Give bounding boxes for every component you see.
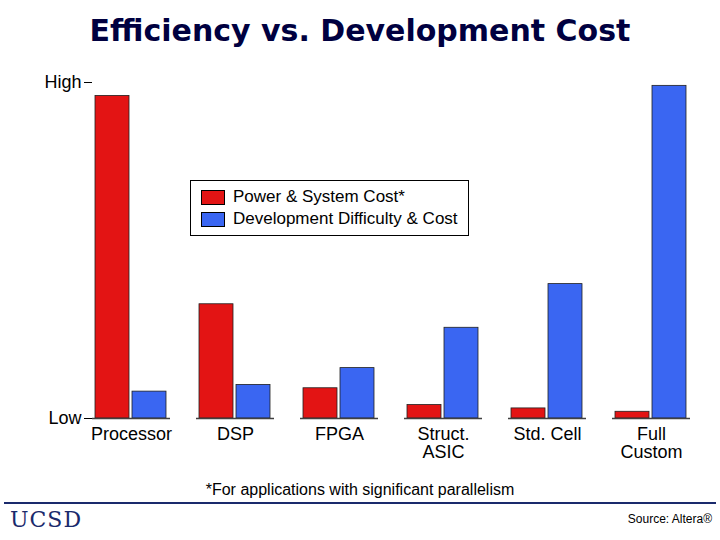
html-text:Source: Altera®: Source: Altera®: [627, 512, 712, 526]
svg-text:FPGA: FPGA: [315, 424, 364, 444]
html-text:*For applications with signifi: *For applications with significant paral…: [205, 481, 515, 498]
svg-text:High: High: [44, 72, 81, 92]
svg-text:Low: Low: [48, 408, 82, 428]
svg-text:Struct.ASIC: Struct.ASIC: [417, 424, 469, 462]
html-text:UCSD: UCSD: [10, 507, 83, 532]
svg-text:FullCustom: FullCustom: [620, 424, 682, 462]
svg-text:Processor: Processor: [91, 424, 172, 444]
svg-text:Std. Cell: Std. Cell: [513, 424, 581, 444]
html-text:Power & System Cost*: Power & System Cost*: [233, 187, 405, 206]
svg-text:DSP: DSP: [217, 424, 254, 444]
html-text:Efficiency vs. Development Cos: Efficiency vs. Development Cost: [89, 13, 631, 48]
html-text:Development Difficulty & Cost: Development Difficulty & Cost: [233, 209, 458, 228]
